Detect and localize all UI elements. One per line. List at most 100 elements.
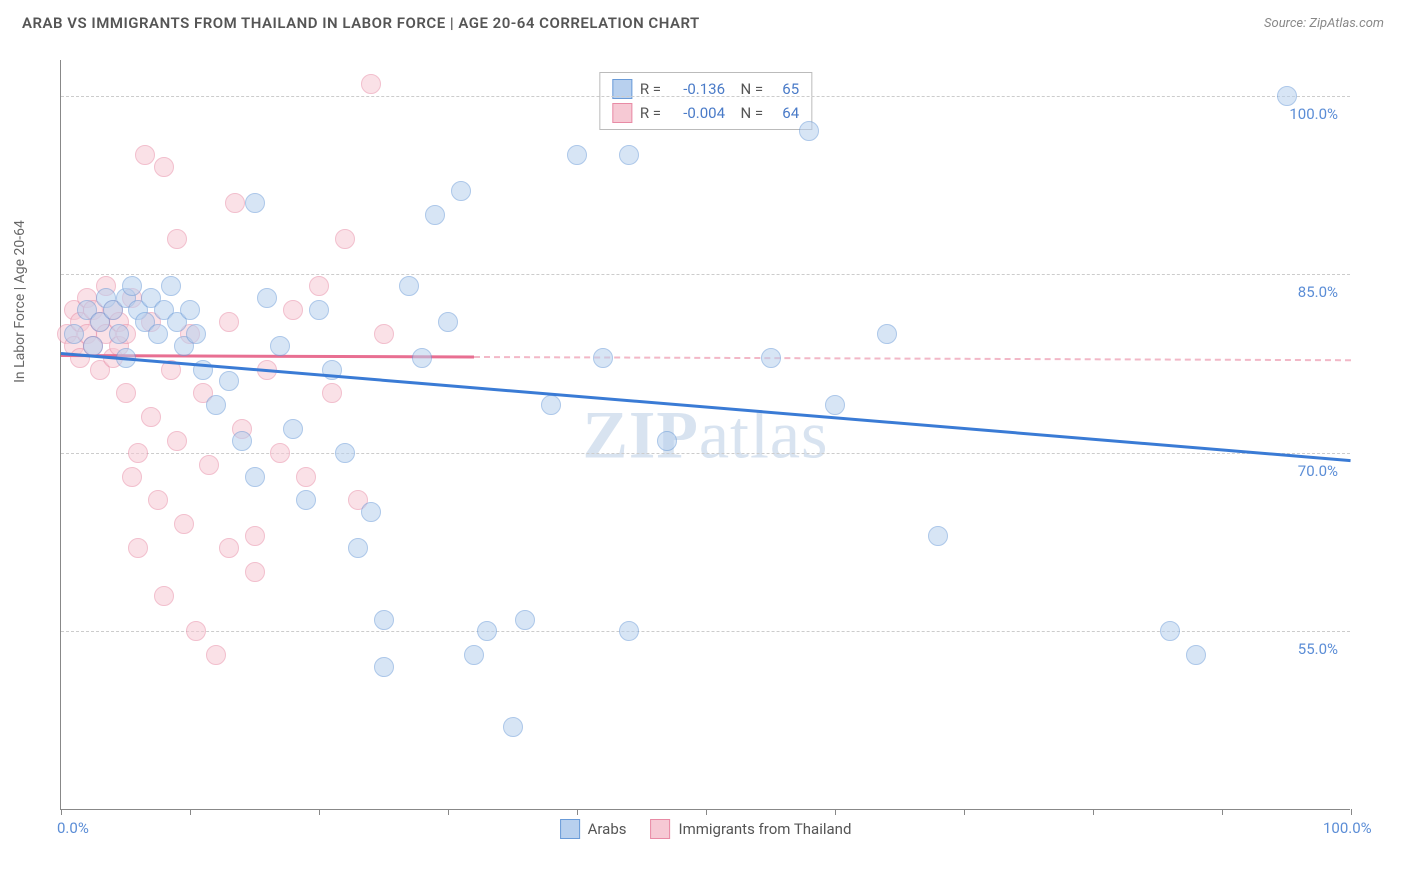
data-point bbox=[374, 657, 394, 677]
data-point bbox=[167, 431, 187, 451]
data-point bbox=[283, 419, 303, 439]
legend-series: Arabs Immigrants from Thailand bbox=[560, 819, 852, 839]
data-point bbox=[438, 312, 458, 332]
data-point bbox=[270, 336, 290, 356]
data-point bbox=[219, 371, 239, 391]
data-point bbox=[515, 610, 535, 630]
data-point bbox=[257, 288, 277, 308]
data-point bbox=[567, 145, 587, 165]
x-tick bbox=[577, 809, 578, 815]
data-point bbox=[309, 300, 329, 320]
legend-stats: R =-0.136 N =65R =-0.004 N =64 bbox=[599, 72, 812, 130]
data-point bbox=[219, 538, 239, 558]
data-point bbox=[619, 145, 639, 165]
x-tick-label: 0.0% bbox=[57, 819, 89, 837]
data-point bbox=[1277, 86, 1297, 106]
data-point bbox=[412, 348, 432, 368]
data-point bbox=[296, 467, 316, 487]
x-tick bbox=[1093, 809, 1094, 815]
data-point bbox=[477, 621, 497, 641]
data-point bbox=[425, 205, 445, 225]
x-tick bbox=[190, 809, 191, 815]
data-point bbox=[245, 467, 265, 487]
data-point bbox=[206, 395, 226, 415]
y-tick-label: 70.0% bbox=[1298, 462, 1338, 480]
gridline bbox=[61, 453, 1350, 454]
data-point bbox=[116, 383, 136, 403]
chart-title: ARAB VS IMMIGRANTS FROM THAILAND IN LABO… bbox=[22, 14, 700, 32]
data-point bbox=[128, 538, 148, 558]
x-tick bbox=[835, 809, 836, 815]
x-tick bbox=[964, 809, 965, 815]
data-point bbox=[128, 443, 148, 463]
data-point bbox=[219, 312, 239, 332]
data-point bbox=[928, 526, 948, 546]
y-tick-label: 85.0% bbox=[1298, 283, 1338, 301]
data-point bbox=[335, 443, 355, 463]
data-point bbox=[206, 645, 226, 665]
data-point bbox=[245, 193, 265, 213]
data-point bbox=[161, 276, 181, 296]
data-point bbox=[122, 467, 142, 487]
gridline bbox=[61, 274, 1350, 275]
data-point bbox=[541, 395, 561, 415]
data-point bbox=[225, 193, 245, 213]
data-point bbox=[1186, 645, 1206, 665]
data-point bbox=[270, 443, 290, 463]
legend-series-item: Immigrants from Thailand bbox=[650, 819, 851, 839]
data-point bbox=[64, 324, 84, 344]
data-point bbox=[83, 336, 103, 356]
data-point bbox=[148, 490, 168, 510]
x-tick bbox=[706, 809, 707, 815]
data-point bbox=[1160, 621, 1180, 641]
data-point bbox=[154, 586, 174, 606]
data-point bbox=[180, 300, 200, 320]
y-tick-label: 100.0% bbox=[1289, 105, 1338, 123]
data-point bbox=[361, 502, 381, 522]
data-point bbox=[232, 431, 252, 451]
legend-stat-row: R =-0.004 N =64 bbox=[612, 101, 799, 125]
y-tick-label: 55.0% bbox=[1298, 640, 1338, 658]
gridline bbox=[61, 96, 1350, 97]
data-point bbox=[283, 300, 303, 320]
data-point bbox=[322, 383, 342, 403]
data-point bbox=[335, 229, 355, 249]
data-point bbox=[109, 324, 129, 344]
data-point bbox=[122, 276, 142, 296]
data-point bbox=[374, 610, 394, 630]
data-point bbox=[825, 395, 845, 415]
data-point bbox=[348, 538, 368, 558]
legend-swatch bbox=[650, 819, 670, 839]
source-label: Source: ZipAtlas.com bbox=[1264, 16, 1384, 31]
legend-swatch bbox=[560, 819, 580, 839]
plot-area: ZIPatlas R =-0.136 N =65R =-0.004 N =64 … bbox=[60, 60, 1350, 810]
x-tick bbox=[1222, 809, 1223, 815]
gridline bbox=[61, 631, 1350, 632]
x-tick bbox=[61, 809, 62, 815]
data-point bbox=[451, 181, 471, 201]
data-point bbox=[141, 407, 161, 427]
data-point bbox=[619, 621, 639, 641]
data-point bbox=[593, 348, 613, 368]
data-point bbox=[399, 276, 419, 296]
data-point bbox=[374, 324, 394, 344]
x-tick bbox=[1351, 809, 1352, 815]
data-point bbox=[761, 348, 781, 368]
legend-series-item: Arabs bbox=[560, 819, 627, 839]
data-point bbox=[799, 121, 819, 141]
data-point bbox=[245, 562, 265, 582]
x-tick bbox=[448, 809, 449, 815]
data-point bbox=[309, 276, 329, 296]
trend-line bbox=[61, 352, 1351, 462]
data-point bbox=[167, 229, 187, 249]
data-point bbox=[296, 490, 316, 510]
chart-container: In Labor Force | Age 20-64 ZIPatlas R =-… bbox=[50, 50, 1380, 830]
x-tick bbox=[319, 809, 320, 815]
data-point bbox=[154, 157, 174, 177]
data-point bbox=[503, 717, 523, 737]
data-point bbox=[174, 514, 194, 534]
data-point bbox=[186, 324, 206, 344]
data-point bbox=[135, 145, 155, 165]
data-point bbox=[361, 74, 381, 94]
x-tick-label: 100.0% bbox=[1323, 819, 1372, 837]
